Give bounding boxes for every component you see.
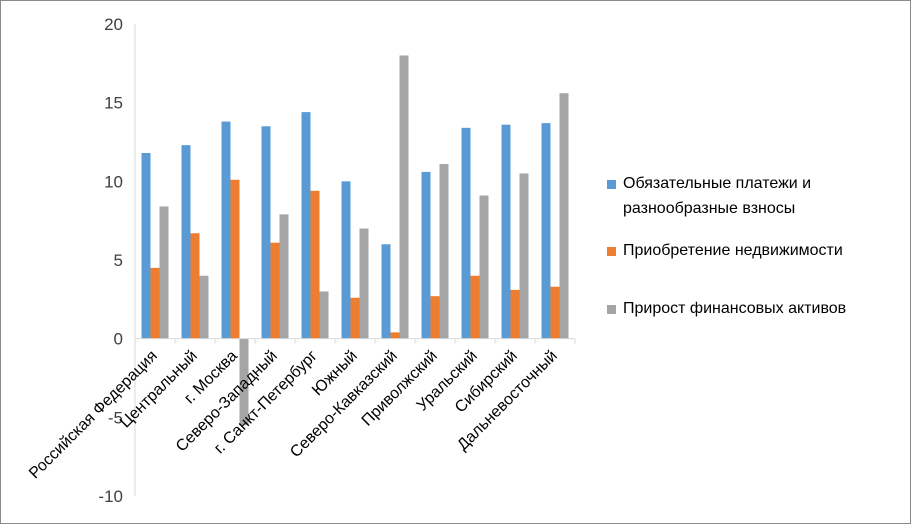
y-tick-label: 0 <box>114 330 123 349</box>
bar-1-5 <box>301 112 311 339</box>
legend-swatch-obligatory-payments <box>607 180 616 189</box>
bar-2-6 <box>350 297 360 339</box>
bar-1-8 <box>421 171 431 339</box>
bar-1-10 <box>501 124 511 339</box>
bar-2-9 <box>470 275 480 339</box>
legend: Обязательные платежи и разнообразные взн… <box>607 171 907 321</box>
bar-3-7 <box>399 55 409 339</box>
bar-3-6 <box>359 228 369 339</box>
bar-3-9 <box>479 195 489 339</box>
bar-3-3 <box>239 338 249 426</box>
bar-1-4 <box>261 126 271 339</box>
legend-item-obligatory-payments: Обязательные платежи и разнообразные взн… <box>607 171 907 221</box>
bar-2-7 <box>390 332 400 339</box>
legend-item-financial-assets: Прирост финансовых активов <box>607 296 907 321</box>
bar-1-2 <box>181 145 191 339</box>
y-tick-label: 15 <box>104 94 123 113</box>
bar-2-3 <box>230 179 240 339</box>
bar-1-9 <box>461 127 471 339</box>
legend-label-line: Обязательные платежи и <box>623 175 812 192</box>
y-tick-label: 10 <box>104 172 123 191</box>
bar-2-2 <box>190 233 200 339</box>
legend-label-line: разнообразные взносы <box>623 200 796 217</box>
bar-1-1 <box>141 153 151 339</box>
y-tick-label: -5 <box>108 408 123 427</box>
bar-2-10 <box>510 289 520 339</box>
y-tick-label: 20 <box>104 15 123 34</box>
bar-3-4 <box>279 214 289 339</box>
legend-item-real-estate: Приобретение недвижимости <box>607 238 907 263</box>
y-tick-label: -10 <box>98 487 123 506</box>
bar-2-5 <box>310 190 320 339</box>
y-tick-label: 5 <box>114 251 123 270</box>
bar-2-11 <box>550 286 560 339</box>
bar-1-11 <box>541 123 551 339</box>
bar-1-6 <box>341 181 351 339</box>
bar-2-1 <box>150 267 160 339</box>
bar-3-8 <box>439 164 449 339</box>
legend-swatch-financial-assets <box>607 305 616 314</box>
bar-3-11 <box>559 93 569 339</box>
bar-2-8 <box>430 296 440 339</box>
bar-1-7 <box>381 244 391 339</box>
legend-label-line: Прирост финансовых активов <box>623 300 847 317</box>
bar-1-3 <box>221 121 231 339</box>
bar-2-4 <box>270 242 280 339</box>
bar-3-10 <box>519 173 529 339</box>
legend-label-line: Приобретение недвижимости <box>623 242 843 259</box>
legend-swatch-real-estate <box>607 247 616 256</box>
bar-3-5 <box>319 291 329 339</box>
bar-3-1 <box>159 206 169 339</box>
bar-3-2 <box>199 275 209 339</box>
